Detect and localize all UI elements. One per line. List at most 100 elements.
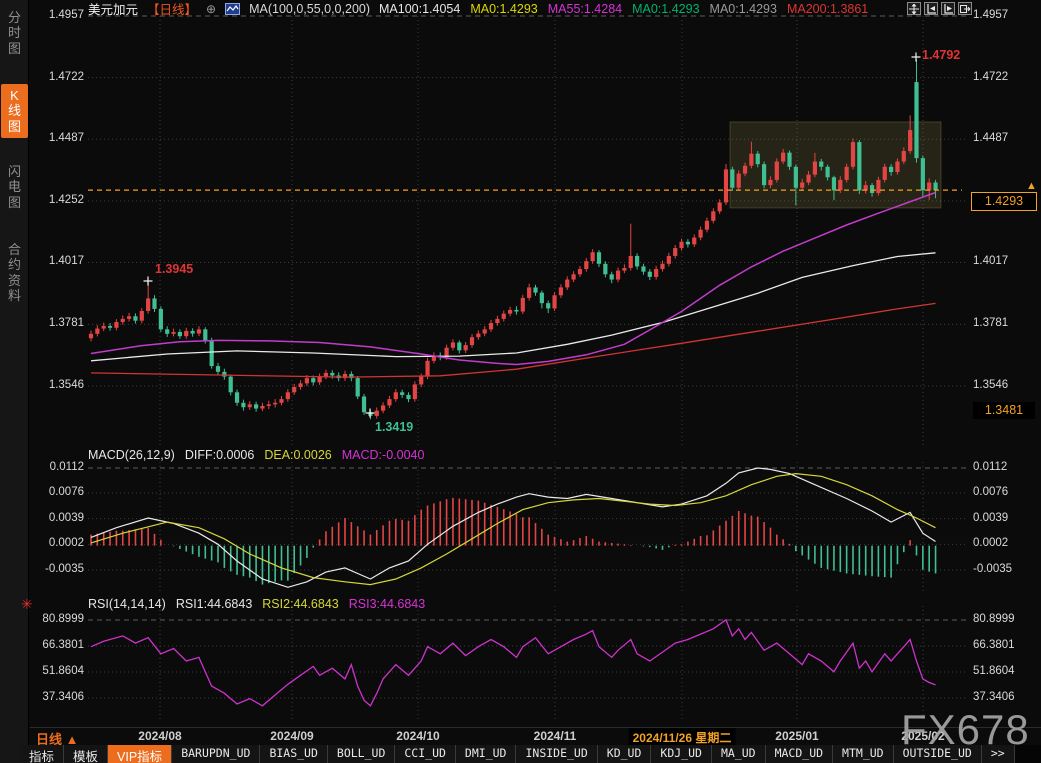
right-axis-label: 0.0002 [973, 537, 1009, 550]
fx678-watermark: FX678 [901, 706, 1030, 753]
right-axis-label: 1.3546 [973, 378, 1009, 391]
date-axis-label: 2025/01 [775, 729, 819, 743]
left-axis-label: 0.0002 [48, 537, 84, 550]
ma-value: MA0:1.4293 [470, 1, 538, 16]
indicator-toolbar: 指标 模板 VIP指标 BARUPDN_UD BIAS_UD BOLL_UD CCI_UD D… [20, 745, 1041, 763]
toolbar-item-dmi-ud[interactable]: DMI_UD [455, 745, 517, 763]
sidebar-item-label: 合约资料 [7, 242, 21, 303]
right-axis-label: 0.0039 [973, 511, 1009, 524]
ma-value: MA0:1.4293 [632, 1, 700, 16]
date-axis-label: 2024/10 [396, 729, 440, 743]
toolbar-item-vip指标[interactable]: VIP指标 [108, 745, 173, 763]
rsi-value: RSI2:44.6843 [262, 597, 339, 611]
price-annotation: 1.3419 [375, 420, 414, 434]
pan-move-icon[interactable] [907, 2, 921, 15]
rsi-value: RSI3:44.6843 [348, 597, 426, 611]
link-circle-plus-icon[interactable]: ⊕ [206, 1, 217, 16]
zoom-out-axis-icon[interactable] [941, 2, 955, 15]
toolbar-item--[interactable]: >> [981, 745, 1015, 763]
toolbar-item-指标[interactable]: 指标 [20, 745, 65, 763]
ma-value: MA200:1.3861 [786, 1, 869, 16]
indicator-settings-icon[interactable]: ✳ [21, 596, 33, 612]
right-axis-label: 1.4957 [973, 9, 1009, 21]
macd-panel-header: MACD(26,12,9) DIFF:0.0006 DEA:0.0026 MACD:… [88, 448, 424, 462]
toolbar-item-bias-ud[interactable]: BIAS_UD [260, 745, 328, 763]
left-axis-label: 0.0076 [48, 485, 84, 498]
right-axis-label: 51.8604 [973, 665, 1015, 677]
chart-window-controls [907, 2, 972, 15]
exit-fullscreen-icon[interactable] [958, 2, 972, 15]
price-annotation: 1.4792 [922, 48, 961, 62]
left-axis-label: -0.0035 [44, 562, 84, 575]
date-axis-label: 2025/02 [901, 729, 945, 743]
rsi-title: RSI(14,14,14) [88, 597, 166, 611]
right-axis-label: 1.4017 [973, 255, 1009, 268]
date-axis-separator [30, 727, 1041, 728]
toolbar-item-mtm-ud[interactable]: MTM_UD [833, 745, 894, 763]
current-price-badge: 1.4293 [971, 192, 1037, 211]
chevron-up-icon: ▲ [65, 732, 79, 747]
macd-value: MACD:-0.0040 [341, 448, 425, 462]
period-dropdown-label: 日线 [36, 732, 63, 747]
toolbar-item-ma-ud[interactable]: MA_UD [711, 745, 766, 763]
sidebar-item-label: K线图 [7, 88, 21, 134]
toolbar-item-barupdn-ud[interactable]: BARUPDN_UD [172, 745, 261, 763]
toolbar-item-macd-ud[interactable]: MACD_UD [765, 745, 834, 763]
left-axis-label: 37.3406 [42, 691, 84, 703]
sidebar-item-label: 分时图 [7, 10, 21, 56]
right-axis-label: 1.3781 [973, 317, 1009, 330]
toolbar-item-模板[interactable]: 模板 [64, 745, 109, 763]
toolbar-item-outside-ud[interactable]: OUTSIDE_UD [893, 745, 982, 763]
toolbar-item-kdj-ud[interactable]: KDJ_UD [651, 745, 712, 763]
price-arrow-icon: ▲ [1026, 180, 1037, 192]
toolbar-item-kd-ud[interactable]: KD_UD [597, 745, 652, 763]
left-axis-label: 1.3781 [48, 317, 84, 330]
toolbar-item-inside-ud[interactable]: INSIDE_UD [516, 745, 598, 763]
date-axis-label: 2024/11 [533, 729, 577, 743]
rsi-value: RSI1:44.6843 [175, 597, 253, 611]
sidebar-item-1[interactable]: 分时图 [1, 6, 28, 60]
left-axis-label: 1.4957 [48, 9, 84, 21]
right-axis-label: 66.3801 [973, 639, 1015, 651]
zoom-in-axis-icon[interactable] [924, 2, 938, 15]
period-dropdown[interactable]: 日线 ▲ [36, 729, 79, 748]
ma-value: MA0:1.4293 [709, 1, 777, 16]
left-sidebar: 分时图 K线图闪电图合约资料 [0, 0, 29, 763]
sidebar-item-4[interactable]: 合约资料 [1, 238, 28, 307]
macd-title: MACD(26,12,9) [88, 448, 175, 462]
right-axis-label: 80.8999 [973, 613, 1015, 625]
left-axis-label: 66.3801 [42, 639, 84, 651]
left-axis-label: 51.8604 [42, 665, 84, 677]
sidebar-item-3[interactable]: 闪电图 [1, 160, 28, 214]
right-axis-label: -0.0035 [973, 562, 1013, 575]
ma-value: MA55:1.4284 [547, 1, 623, 16]
macd-values-row: DIFF:0.0006 DEA:0.0026 MACD:-0.0040 [185, 448, 425, 462]
toolbar-item-boll-ud[interactable]: BOLL_UD [327, 745, 396, 763]
period-tag: 【日线】 [147, 3, 198, 17]
left-axis-label: 1.4252 [48, 193, 84, 206]
ma-settings-label: MA(100,0,55,0,0,200) [249, 1, 371, 16]
left-axis-label: 1.4722 [48, 70, 84, 83]
chart-header: 美元加元 【日线】 ⊕ MA(100,0,55,0,0,200) MA100:1… [88, 1, 868, 18]
right-axis-label: 1.4722 [973, 70, 1009, 83]
right-axis-label: 1.4487 [973, 132, 1009, 145]
date-axis-label: 2024/08 [138, 729, 182, 743]
low-price-badge: 1.3481 [973, 402, 1035, 419]
left-axis-label: 80.8999 [42, 613, 84, 625]
mini-chart-icon[interactable] [225, 2, 241, 15]
left-axis-label: 1.3546 [48, 378, 84, 391]
ma-values-row: MA100:1.4054 MA0:1.4293 MA55:1.4284 MA0:1.4… [379, 2, 868, 16]
sidebar-item-2[interactable]: K线图 [1, 84, 28, 138]
symbol-name: 美元加元 [88, 3, 139, 17]
right-axis-label: 37.3406 [973, 691, 1015, 703]
left-axis-label: 1.4487 [48, 132, 84, 145]
rsi-values-row: RSI1:44.6843 RSI2:44.6843 RSI3:44.6843 [176, 597, 425, 611]
left-axis-label: 0.0112 [49, 461, 84, 473]
crosshair-date-readout: 2024/11/26 星期二 [628, 728, 736, 747]
price-annotation: 1.3945 [155, 262, 194, 276]
toolbar-item-cci-ud[interactable]: CCI_UD [395, 745, 456, 763]
rsi-panel-header: RSI(14,14,14) RSI1:44.6843 RSI2:44.6843 RS… [88, 597, 425, 611]
left-axis-label: 1.4017 [48, 255, 84, 268]
